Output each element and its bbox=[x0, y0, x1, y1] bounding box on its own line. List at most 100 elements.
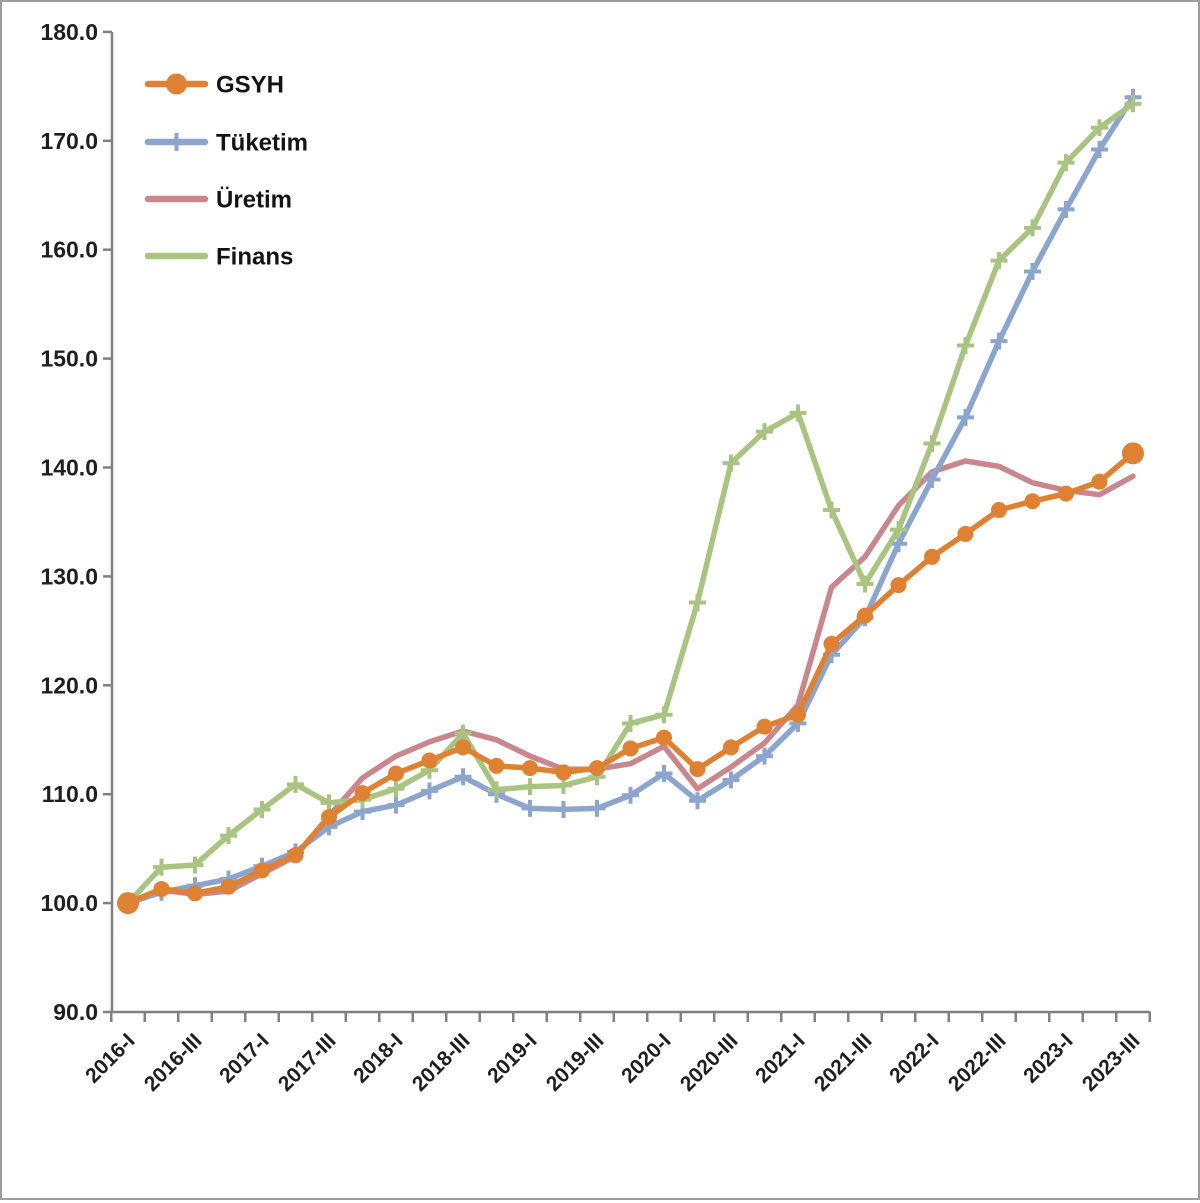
legend-label-uretim: Üretim bbox=[216, 187, 292, 214]
y-axis-tick-label: 100.0 bbox=[40, 890, 98, 916]
y-axis-tick-label: 130.0 bbox=[40, 563, 98, 589]
series-marker-gsyh bbox=[924, 548, 940, 565]
series-marker-finans bbox=[1057, 154, 1075, 172]
legend-marker-gsyh bbox=[166, 73, 187, 95]
y-axis-tick-label: 150.0 bbox=[40, 346, 98, 372]
series-marker-finans bbox=[722, 454, 740, 472]
x-axis-tick-label: 2023-III bbox=[1078, 1029, 1145, 1096]
x-axis-tick-label: 2018-III bbox=[408, 1029, 475, 1096]
series-marker-finans bbox=[655, 706, 673, 724]
series-marker-finans bbox=[856, 575, 874, 593]
series-line-gsyh bbox=[125, 450, 1136, 906]
series-marker-gsyh bbox=[890, 577, 907, 594]
series-marker-tuketim bbox=[655, 765, 673, 783]
legend-label-tuketim: Tüketim bbox=[216, 130, 308, 157]
series-marker-gsyh bbox=[153, 880, 170, 897]
x-axis-tick-label: 2022-III bbox=[944, 1029, 1011, 1096]
series-marker-finans bbox=[756, 423, 773, 441]
x-axis-tick-label: 2022-I bbox=[885, 1029, 943, 1087]
series-marker-gsyh bbox=[857, 607, 873, 624]
series-marker-tuketim bbox=[957, 408, 974, 426]
series-marker-tuketim bbox=[555, 800, 572, 818]
series-marker-tuketim bbox=[1091, 141, 1108, 159]
series-line-finans bbox=[125, 101, 1136, 906]
series-marker-gsyh bbox=[388, 765, 404, 782]
series-marker-finans bbox=[454, 724, 472, 742]
x-axis-tick-label: 2019-III bbox=[542, 1029, 609, 1096]
series-marker-gsyh bbox=[321, 809, 337, 826]
x-axis-tick-label: 2018-I bbox=[349, 1029, 407, 1087]
series-marker-finans bbox=[153, 858, 170, 876]
series-marker-finans bbox=[186, 856, 204, 874]
x-axis-tick-label: 2016-III bbox=[140, 1029, 207, 1096]
series-marker-tuketim bbox=[1024, 262, 1041, 280]
series-marker-gsyh bbox=[622, 740, 639, 757]
series-marker-gsyh bbox=[790, 706, 806, 723]
x-axis-tick-label: 2019-I bbox=[483, 1029, 541, 1087]
legend-item-uretim: Üretim bbox=[144, 187, 292, 214]
series-marker-tuketim bbox=[923, 470, 941, 488]
x-axis-tick-label: 2023-I bbox=[1019, 1029, 1077, 1087]
legend-label-gsyh: GSYH bbox=[216, 72, 284, 99]
series-marker-tuketim bbox=[1057, 200, 1075, 218]
x-axis-tick-label: 2021-III bbox=[810, 1029, 877, 1096]
series-marker-gsyh bbox=[117, 892, 139, 915]
legend-item-tuketim: Tüketim bbox=[144, 130, 308, 157]
series-marker-tuketim bbox=[588, 799, 606, 817]
series-marker-finans bbox=[957, 337, 974, 355]
legend-label-finans: Finans bbox=[216, 244, 293, 271]
series-marker-finans bbox=[521, 778, 539, 796]
series-marker-finans bbox=[320, 794, 338, 812]
series-marker-gsyh bbox=[488, 757, 505, 774]
series-marker-finans bbox=[387, 780, 405, 798]
series-marker-finans bbox=[789, 404, 807, 422]
series-marker-finans bbox=[287, 775, 304, 793]
series-marker-finans bbox=[622, 714, 639, 732]
series-marker-gsyh bbox=[354, 785, 371, 802]
series-marker-gsyh bbox=[689, 761, 706, 778]
series-marker-tuketim bbox=[722, 771, 740, 789]
series-marker-gsyh bbox=[589, 760, 605, 777]
y-axis-tick-label: 170.0 bbox=[40, 128, 98, 154]
series-marker-gsyh bbox=[1091, 473, 1108, 490]
series-marker-gsyh bbox=[455, 739, 471, 756]
series-marker-gsyh bbox=[1058, 485, 1074, 502]
series-marker-gsyh bbox=[1122, 442, 1144, 465]
series-marker-finans bbox=[1091, 119, 1108, 137]
series-marker-gsyh bbox=[723, 739, 739, 756]
legend: GSYH Tüketim Üretim Finans bbox=[144, 72, 308, 271]
series-marker-finans bbox=[253, 800, 271, 818]
series-marker-tuketim bbox=[421, 782, 438, 800]
axes-layer: 90.0 100.0 110.0 120.0 130.0 140.0 150.0 160.0 1… bbox=[40, 19, 1151, 1096]
series-marker-gsyh bbox=[287, 847, 304, 864]
y-axis-tick-label: 140.0 bbox=[40, 455, 98, 481]
series-marker-gsyh bbox=[656, 729, 672, 746]
series-layer bbox=[117, 88, 1144, 915]
legend-item-gsyh: GSYH bbox=[144, 72, 284, 99]
y-axis-tick-label: 160.0 bbox=[40, 237, 98, 263]
series-marker-gsyh bbox=[823, 635, 840, 652]
series-marker-finans bbox=[220, 827, 237, 845]
series-marker-tuketim bbox=[622, 786, 639, 804]
series-marker-tuketim bbox=[521, 799, 539, 817]
x-axis-tick-label: 2020-III bbox=[676, 1029, 743, 1096]
series-marker-tuketim bbox=[990, 332, 1008, 350]
series-marker-gsyh bbox=[254, 862, 270, 879]
series-marker-gsyh bbox=[957, 525, 974, 542]
series-marker-finans bbox=[1124, 95, 1142, 113]
series-marker-gsyh bbox=[421, 752, 438, 769]
series-marker-finans bbox=[990, 252, 1008, 270]
series-marker-finans bbox=[823, 501, 840, 519]
series-marker-gsyh bbox=[756, 718, 773, 735]
series-marker-finans bbox=[689, 594, 706, 612]
series-marker-finans bbox=[1024, 219, 1041, 237]
series-marker-gsyh bbox=[555, 764, 572, 781]
series-marker-finans bbox=[923, 435, 941, 453]
y-axis-tick-label: 180.0 bbox=[40, 19, 98, 45]
series-marker-gsyh bbox=[991, 501, 1007, 518]
series-marker-tuketim bbox=[689, 792, 706, 810]
legend-item-finans: Finans bbox=[144, 244, 293, 271]
x-axis-tick-label: 2017-III bbox=[274, 1029, 341, 1096]
